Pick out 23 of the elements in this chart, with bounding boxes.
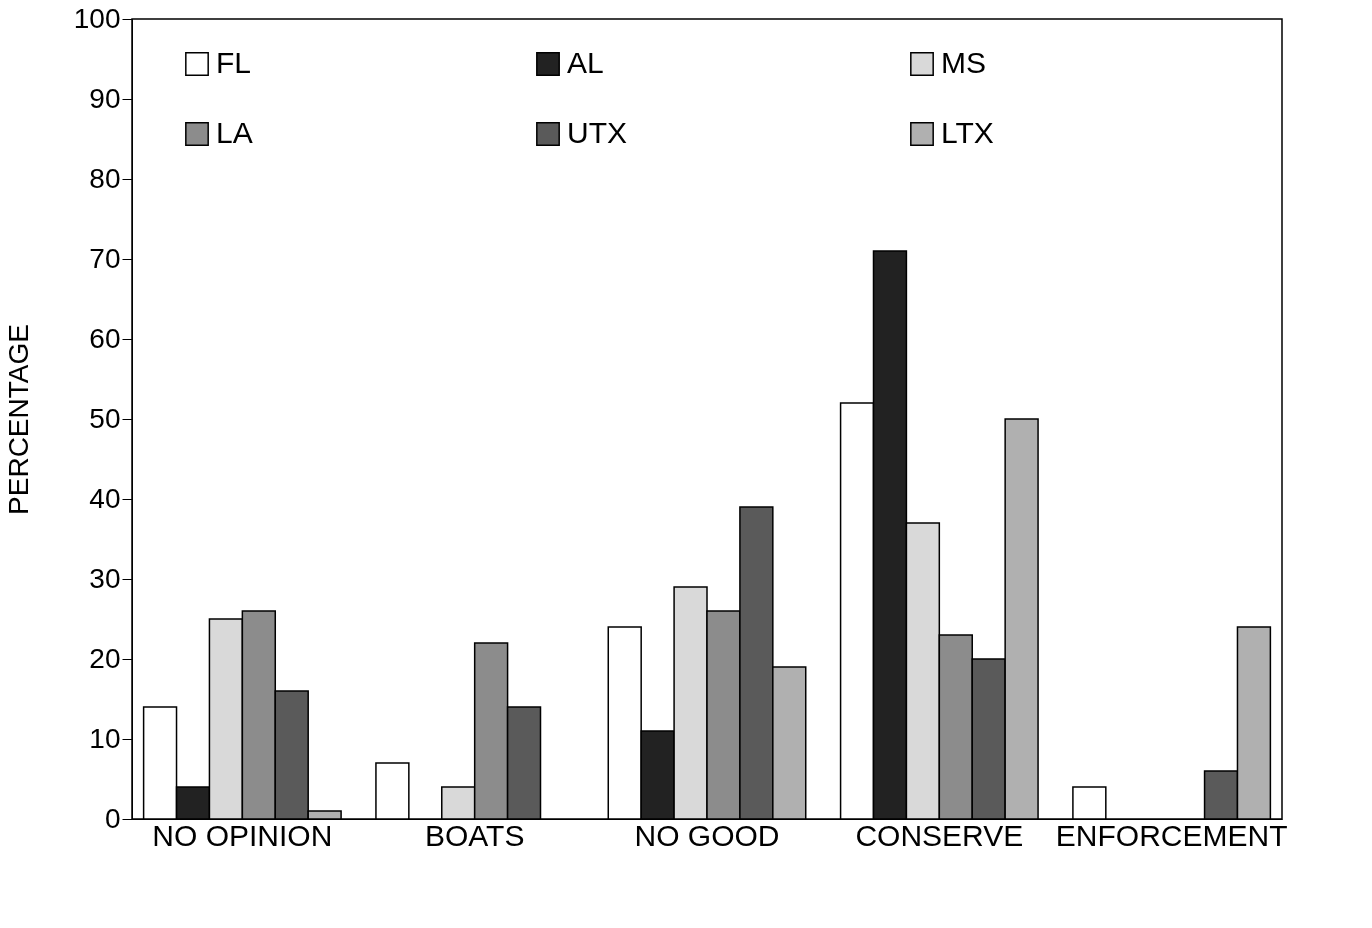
y-tick-label: 100 <box>73 2 121 34</box>
x-tick-label: BOATS <box>424 818 525 852</box>
legend-label: MS <box>941 46 986 79</box>
y-tick-label: 70 <box>89 242 121 274</box>
x-tick-label: CONSERVE <box>855 818 1024 852</box>
y-tick-label: 80 <box>89 162 121 194</box>
y-tick-label: 60 <box>89 322 121 354</box>
y-tick-label: 0 <box>104 802 121 834</box>
x-tick-label: NO OPINION <box>152 818 333 852</box>
y-tick-label: 50 <box>89 402 121 434</box>
y-axis-title: PERCENTAGE <box>2 324 34 515</box>
y-tick-label: 10 <box>89 722 121 754</box>
x-tick-label: ENFORCEMENT <box>1055 818 1288 852</box>
y-tick-label: 40 <box>89 482 121 514</box>
legend-label: UTX <box>567 116 627 149</box>
x-tick-label: NO GOOD <box>634 818 780 852</box>
legend-label: LA <box>216 116 253 149</box>
y-tick-label: 20 <box>89 642 121 674</box>
y-tick-label: 90 <box>89 82 121 114</box>
legend-label: AL <box>567 46 604 79</box>
legend-label: FL <box>216 46 252 79</box>
legend-label: LTX <box>941 116 994 149</box>
y-tick-label: 30 <box>89 562 121 594</box>
